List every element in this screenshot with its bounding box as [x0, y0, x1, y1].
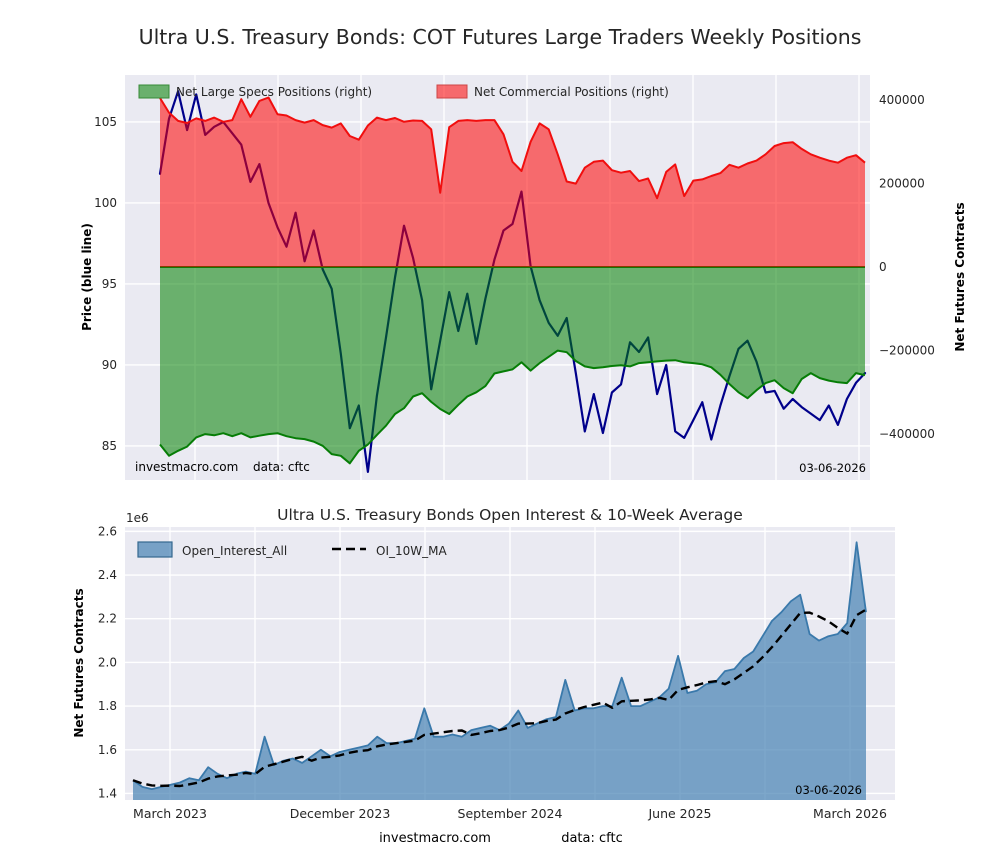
open-interest-area-series [133, 542, 866, 800]
commercials-area-series [160, 97, 865, 268]
y-axis-offset-label: 1e6 [126, 511, 149, 525]
footer-watermark: investmacro.com [379, 831, 491, 846]
footer-data-source: data: cftc [561, 831, 623, 846]
bottom-left-axis-title: Net Futures Contracts [72, 588, 86, 737]
left-ytick-label: 95 [102, 277, 117, 291]
commercials-boundary-line [159, 96, 866, 200]
bottom-xtick-label: March 2023 [133, 806, 207, 821]
bottom-xtick-label: March 2026 [813, 806, 887, 821]
ma-legend-label: OI_10W_MA [376, 544, 447, 558]
top-watermark: investmacro.com [135, 460, 238, 474]
open-interest-plot-area: 2.6 2.4 2.2 2.0 1.8 1.6 1.4 March 2023 December … [98, 524, 895, 821]
top-right-axis-title: Net Futures Contracts [953, 202, 967, 351]
right-ytick-label: 0 [879, 260, 887, 274]
bottom-xtick-label: September 2024 [458, 806, 563, 821]
top-data-source: data: cftc [253, 460, 310, 474]
top-datestamp: 03-06-2026 [799, 461, 866, 475]
open-interest-chart: Ultra U.S. Treasury Bonds Open Interest … [72, 506, 895, 821]
left-ytick-label: 90 [102, 358, 117, 372]
bottom-ytick-label: 2.2 [98, 612, 117, 626]
open-interest-legend-label: Open_Interest_All [182, 544, 287, 558]
open-interest-chart-title: Ultra U.S. Treasury Bonds Open Interest … [277, 506, 743, 524]
left-ytick-label: 105 [94, 115, 117, 129]
bottom-ytick-label: 1.8 [98, 699, 117, 713]
bottom-ytick-label: 2.6 [98, 524, 117, 538]
specs-legend-label: Net Large Specs Positions (right) [176, 85, 372, 99]
left-ytick-label: 85 [102, 439, 117, 453]
top-chart-legend: Net Large Specs Positions (right) Net Co… [138, 84, 669, 99]
right-ytick-label: 400000 [879, 93, 925, 107]
top-left-axis-title: Price (blue line) [80, 223, 94, 331]
commercials-legend-swatch [436, 84, 468, 99]
bottom-ytick-label: 2.0 [98, 655, 117, 669]
price-positions-chart: 1051009590854000002000000−200000−400000 … [80, 75, 967, 480]
specs-area-series [160, 267, 865, 464]
bottom-xtick-label: December 2023 [290, 806, 391, 821]
bottom-chart-legend: Open_Interest_All OI_10W_MA [137, 541, 447, 558]
specs-legend-swatch [138, 84, 170, 99]
price-positions-plot-area: 105 100 95 90 85 400000 200000 0 −200000 −400000 [94, 75, 935, 480]
right-ytick-label: −400000 [879, 427, 935, 441]
bottom-ytick-label: 1.4 [98, 786, 117, 800]
right-ytick-label: 200000 [879, 177, 925, 191]
page-title: Ultra U.S. Treasury Bonds: COT Futures L… [139, 25, 862, 49]
commercials-legend-label: Net Commercial Positions (right) [474, 85, 669, 99]
bottom-ytick-label: 1.6 [98, 743, 117, 757]
left-ytick-label: 100 [94, 196, 117, 210]
open-interest-legend-swatch [137, 541, 173, 558]
bottom-ytick-label: 2.4 [98, 568, 117, 582]
bottom-xtick-label: June 2025 [647, 806, 711, 821]
right-ytick-label: −200000 [879, 344, 935, 358]
ma-dashed-line-series [132, 608, 867, 788]
specs-boundary-line [159, 349, 866, 465]
bottom-datestamp: 03-06-2026 [795, 783, 862, 797]
